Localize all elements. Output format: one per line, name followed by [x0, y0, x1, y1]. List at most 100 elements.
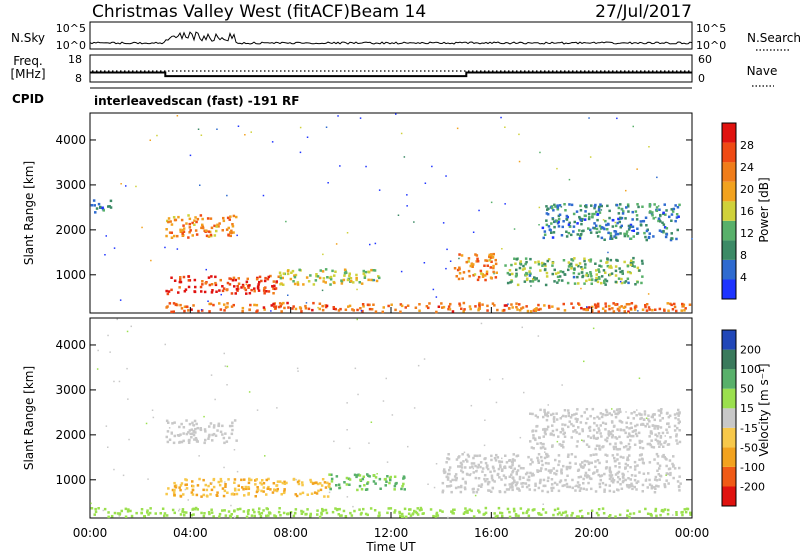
data-cell	[113, 511, 117, 515]
data-cell	[577, 264, 580, 268]
data-cell	[393, 488, 396, 491]
data-cell	[675, 216, 679, 219]
data-cell	[527, 478, 531, 482]
data-cell	[93, 204, 96, 207]
data-cell	[328, 482, 331, 486]
data-cell	[626, 435, 630, 439]
data-cell	[604, 483, 608, 487]
data-cell	[191, 234, 194, 237]
data-cell	[276, 487, 279, 491]
data-cell	[616, 221, 619, 225]
colorbar-tick-label: -50	[740, 441, 758, 454]
data-cell	[347, 305, 350, 308]
data-cell	[486, 309, 489, 312]
freq-tick-bottom: 8	[75, 72, 82, 85]
data-cell	[343, 268, 347, 271]
data-cell	[313, 491, 317, 494]
data-cell	[474, 476, 478, 480]
data-cell	[653, 458, 656, 461]
noise-cell	[164, 343, 166, 346]
data-cell	[441, 489, 445, 492]
noise-cell	[156, 134, 158, 137]
data-cell	[170, 432, 173, 435]
data-cell	[569, 416, 573, 419]
search-tick-top: 10^5	[696, 22, 726, 35]
data-cell	[553, 280, 556, 283]
data-cell	[179, 228, 182, 232]
data-cell	[196, 508, 199, 511]
data-cell	[600, 474, 604, 477]
data-cell	[322, 277, 326, 280]
data-cell	[560, 234, 564, 237]
data-cell	[208, 302, 211, 306]
data-cell	[282, 301, 285, 305]
data-cell	[280, 302, 283, 306]
data-cell	[399, 310, 402, 313]
data-cell	[501, 514, 504, 518]
data-cell	[594, 203, 597, 207]
data-cell	[562, 259, 566, 262]
data-cell	[678, 475, 681, 478]
data-cell	[287, 306, 290, 309]
data-cell	[668, 467, 672, 470]
data-cell	[204, 282, 207, 285]
data-cell	[447, 453, 450, 456]
data-cell	[659, 435, 663, 438]
data-cell	[609, 232, 612, 235]
data-cell	[658, 414, 661, 417]
noise-cell	[224, 481, 226, 483]
data-cell	[654, 509, 657, 513]
data-cell	[228, 436, 231, 440]
data-cell	[677, 421, 681, 425]
data-cell	[263, 308, 266, 311]
data-cell	[637, 205, 640, 209]
data-cell	[246, 510, 250, 513]
data-cell	[474, 305, 477, 308]
data-cell	[494, 515, 498, 518]
data-cell	[416, 507, 419, 510]
data-cell	[667, 415, 671, 419]
data-cell	[503, 308, 506, 312]
noise-cell	[374, 242, 377, 245]
data-cell	[293, 282, 297, 286]
data-cell	[611, 436, 614, 439]
data-cell	[460, 466, 464, 469]
data-cell	[678, 489, 681, 492]
data-cell	[506, 281, 510, 285]
noise-cell	[113, 468, 115, 471]
data-cell	[609, 264, 612, 268]
data-cell	[659, 220, 662, 223]
noise-cell	[504, 126, 506, 128]
data-cell	[606, 228, 609, 231]
data-cell	[525, 272, 529, 275]
data-cell	[641, 446, 645, 450]
data-cell	[446, 457, 449, 460]
data-cell	[266, 507, 269, 511]
data-cell	[267, 511, 271, 514]
data-cell	[650, 439, 653, 442]
data-cell	[667, 508, 670, 512]
data-cell	[364, 270, 368, 274]
data-cell	[540, 261, 544, 265]
data-cell	[393, 511, 396, 514]
data-cell	[458, 304, 462, 307]
data-cell	[676, 426, 679, 430]
data-cell	[543, 431, 547, 434]
data-cell	[554, 205, 557, 208]
data-cell	[678, 466, 681, 470]
data-cell	[675, 237, 678, 241]
data-cell	[358, 508, 361, 511]
data-cell	[226, 491, 229, 494]
data-cell	[621, 480, 625, 484]
data-cell	[399, 515, 402, 518]
data-cell	[583, 459, 587, 463]
data-cell	[669, 302, 672, 306]
data-cell	[505, 461, 509, 464]
noise-cell	[385, 377, 387, 380]
data-cell	[307, 280, 311, 283]
data-cell	[649, 512, 652, 516]
data-cell	[447, 307, 450, 311]
data-cell	[344, 308, 348, 311]
data-cell	[656, 439, 659, 443]
data-cell	[187, 439, 191, 442]
